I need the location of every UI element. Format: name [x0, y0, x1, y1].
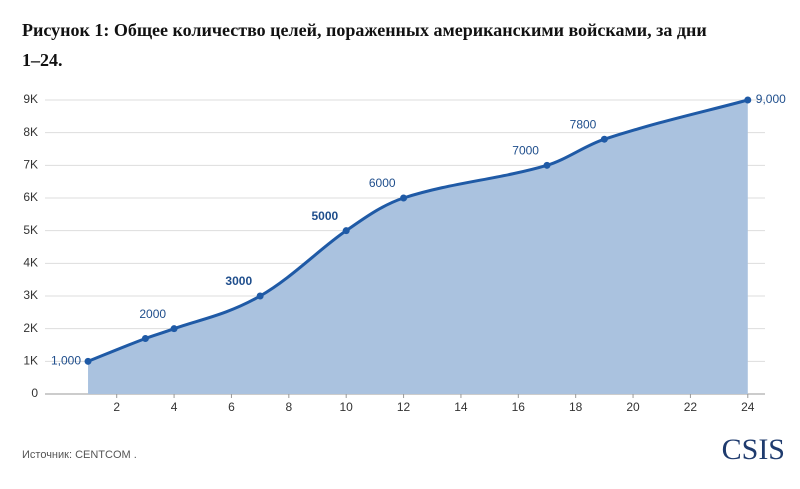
point	[170, 325, 178, 333]
x-tick-label: 20	[626, 400, 640, 414]
y-tick-label: 4K	[23, 256, 38, 270]
point	[84, 357, 92, 365]
x-tick-label: 10	[340, 400, 354, 414]
x-tick-label: 24	[741, 400, 755, 414]
y-tick-label: 5K	[23, 223, 38, 237]
value-label: 5000	[311, 209, 338, 223]
x-tick-label: 2	[113, 400, 120, 414]
source-note: Источник: CENTCOM .	[22, 449, 137, 461]
x-tick-label: 8	[285, 400, 292, 414]
y-tick-label: 8K	[23, 125, 38, 139]
x-tick-label: 6	[228, 400, 235, 414]
point	[141, 334, 149, 342]
point	[342, 227, 350, 235]
x-tick-label: 18	[569, 400, 583, 414]
point	[543, 161, 551, 169]
chart-title: Рисунок 1: Общее количество целей, пораж…	[22, 20, 707, 40]
value-label: 7800	[570, 117, 597, 131]
y-tick-label: 7K	[23, 158, 38, 172]
x-tick-label: 16	[512, 400, 526, 414]
point	[744, 96, 752, 104]
y-tick-label: 2K	[23, 321, 38, 335]
x-tick-label: 14	[454, 400, 468, 414]
point	[400, 194, 408, 202]
y-tick-label: 1K	[23, 354, 38, 368]
value-label: 9,000	[756, 92, 786, 106]
chart-title: 1–24.	[22, 50, 63, 70]
y-tick-label: 0	[31, 386, 38, 400]
area	[88, 100, 748, 394]
y-tick-label: 3K	[23, 288, 38, 302]
y-tick-label: 9K	[23, 92, 38, 106]
value-label: 7000	[512, 144, 539, 158]
x-tick-label: 22	[684, 400, 698, 414]
value-label: 6000	[369, 176, 396, 190]
value-label: 3000	[225, 274, 252, 288]
x-tick-label: 4	[171, 400, 178, 414]
x-tick-label: 12	[397, 400, 411, 414]
value-label: 1,000	[51, 354, 81, 368]
value-label: 2000	[139, 307, 166, 321]
y-tick-label: 6K	[23, 190, 38, 204]
point	[256, 292, 264, 300]
point	[600, 135, 608, 143]
logo: CSIS	[722, 433, 785, 466]
